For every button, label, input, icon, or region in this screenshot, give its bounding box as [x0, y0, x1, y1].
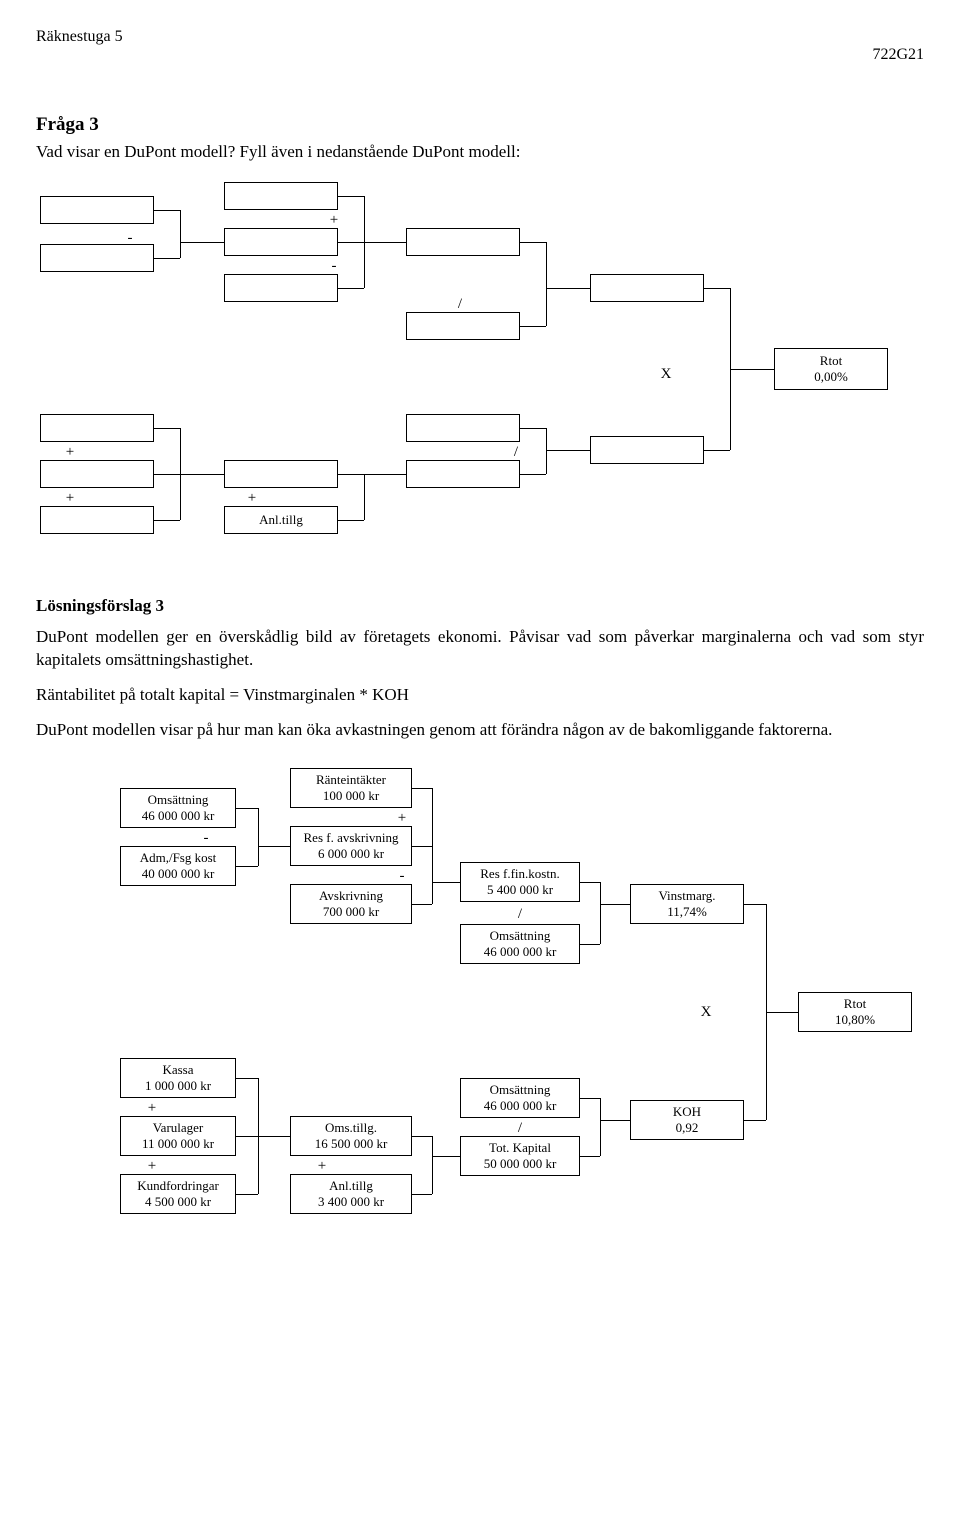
empty-box: [224, 228, 338, 256]
plus-op: +: [328, 212, 340, 229]
empty-box: [40, 196, 154, 224]
resfin-box: Res f.fin.kostn. 5 400 000 kr: [460, 862, 580, 902]
label: Kundfordringar: [137, 1178, 219, 1194]
label: Vinstmarg.: [658, 888, 715, 904]
empty-box: [590, 436, 704, 464]
label: Omsättning: [490, 1082, 551, 1098]
label: Omsättning: [490, 928, 551, 944]
avskrivning-box: Avskrivning 700 000 kr: [290, 884, 412, 924]
value: 100 000 kr: [323, 788, 379, 804]
anl-label: Anl.tillg: [259, 512, 303, 528]
value: 6 000 000 kr: [318, 846, 384, 862]
value: 3 400 000 kr: [318, 1194, 384, 1210]
vinstmarg-box: Vinstmarg. 11,74%: [630, 884, 744, 924]
label: Adm,/Fsg kost: [140, 850, 217, 866]
minus-op: -: [200, 830, 212, 847]
value: 1 000 000 kr: [145, 1078, 211, 1094]
x-op: X: [656, 366, 676, 383]
label: Avskrivning: [319, 888, 383, 904]
plus-op: +: [396, 810, 408, 827]
kundfordringar-box: Kundfordringar 4 500 000 kr: [120, 1174, 236, 1214]
value: 46 000 000 kr: [142, 808, 215, 824]
label: Oms.tillg.: [325, 1120, 377, 1136]
rtot-value: 0,00%: [814, 369, 848, 385]
plus-op: +: [64, 444, 76, 461]
plus-op: +: [316, 1158, 328, 1175]
value: 10,80%: [835, 1012, 875, 1028]
rtot-box: Rtot 0,00%: [774, 348, 888, 390]
empty-box: [590, 274, 704, 302]
x-op: X: [696, 1004, 716, 1021]
rtot-filled-box: Rtot 10,80%: [798, 992, 912, 1032]
empty-box: [224, 460, 338, 488]
label: Rtot: [844, 996, 866, 1012]
solution-title: Lösningsförslag 3: [36, 596, 924, 616]
value: 4 500 000 kr: [145, 1194, 211, 1210]
totkapital-box: Tot. Kapital 50 000 000 kr: [460, 1136, 580, 1176]
empty-box: [224, 274, 338, 302]
question-title: Fråga 3: [36, 114, 924, 136]
omsattning3-box: Omsättning 46 000 000 kr: [460, 1078, 580, 1118]
label: Res f.fin.kostn.: [480, 866, 559, 882]
empty-box: [40, 460, 154, 488]
value: 700 000 kr: [323, 904, 379, 920]
rtot-label: Rtot: [820, 353, 842, 369]
minus-op: -: [328, 258, 340, 275]
ranteintakter-box: Ränteintäkter 100 000 kr: [290, 768, 412, 808]
value: 46 000 000 kr: [484, 944, 557, 960]
varulager-box: Varulager 11 000 000 kr: [120, 1116, 236, 1156]
solution-para-2: Räntabilitet på totalt kapital = Vinstma…: [36, 684, 924, 707]
empty-box: [40, 414, 154, 442]
value: 40 000 000 kr: [142, 866, 215, 882]
plus-op: +: [246, 490, 258, 507]
res-avskr-box: Res f. avskrivning 6 000 000 kr: [290, 826, 412, 866]
slash-op: /: [510, 444, 522, 461]
label: KOH: [673, 1104, 701, 1120]
adm-box: Adm,/Fsg kost 40 000 000 kr: [120, 846, 236, 886]
label: Anl.tillg: [329, 1178, 373, 1194]
empty-box: [406, 312, 520, 340]
value: 50 000 000 kr: [484, 1156, 557, 1172]
empty-box: [224, 182, 338, 210]
question-subtitle: Vad visar en DuPont modell? Fyll även i …: [36, 142, 924, 162]
slash-op: /: [454, 296, 466, 313]
solution-para-1: DuPont modellen ger en överskådlig bild …: [36, 626, 924, 672]
anl-box: Anl.tillg: [224, 506, 338, 534]
empty-box: [406, 460, 520, 488]
value: 46 000 000 kr: [484, 1098, 557, 1114]
empty-box: [40, 506, 154, 534]
filled-dupont-diagram: Omsättning 46 000 000 kr - Adm,/Fsg kost…: [36, 768, 924, 1258]
label: Varulager: [153, 1120, 204, 1136]
slash-op: /: [514, 906, 526, 923]
value: 11,74%: [667, 904, 707, 920]
plus-op: +: [146, 1158, 158, 1175]
empty-box: [40, 244, 154, 272]
plus-op: +: [146, 1100, 158, 1117]
label: Omsättning: [148, 792, 209, 808]
label: Kassa: [162, 1062, 193, 1078]
label: Tot. Kapital: [489, 1140, 551, 1156]
value: 11 000 000 kr: [142, 1136, 214, 1152]
minus-op: -: [396, 868, 408, 885]
omsattning-box: Omsättning 46 000 000 kr: [120, 788, 236, 828]
label: Ränteintäkter: [316, 772, 386, 788]
empty-dupont-diagram: - + + + - + Anl.tillg / / X Rtot 0,00%: [36, 182, 924, 574]
label: Res f. avskrivning: [304, 830, 399, 846]
empty-box: [406, 228, 520, 256]
plus-op: +: [64, 490, 76, 507]
omstillg-box: Oms.tillg. 16 500 000 kr: [290, 1116, 412, 1156]
omsattning2-box: Omsättning 46 000 000 kr: [460, 924, 580, 964]
value: 5 400 000 kr: [487, 882, 553, 898]
kassa-box: Kassa 1 000 000 kr: [120, 1058, 236, 1098]
anltillg-box: Anl.tillg 3 400 000 kr: [290, 1174, 412, 1214]
page-header-right: 722G21: [872, 46, 924, 64]
value: 16 500 000 kr: [315, 1136, 388, 1152]
solution-para-3: DuPont modellen visar på hur man kan öka…: [36, 719, 924, 742]
slash-op: /: [514, 1120, 526, 1137]
value: 0,92: [676, 1120, 699, 1136]
page-header-left: Räknestuga 5: [36, 28, 123, 46]
empty-box: [406, 414, 520, 442]
koh-box: KOH 0,92: [630, 1100, 744, 1140]
